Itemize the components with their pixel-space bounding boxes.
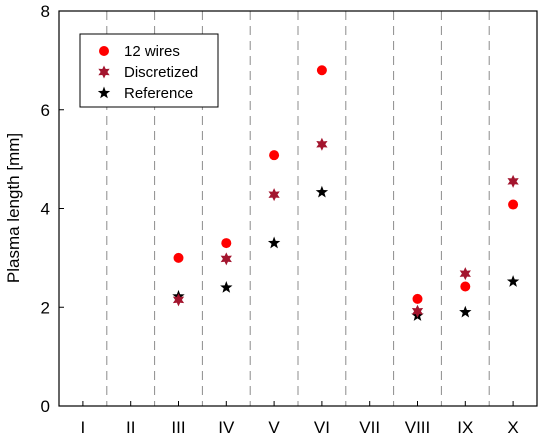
data-point: [268, 188, 280, 202]
legend-marker: [99, 46, 109, 56]
data-point: [508, 199, 519, 210]
legend: 12 wires Discretized Reference: [79, 33, 219, 108]
data-point: [411, 304, 424, 318]
data-point: [267, 236, 281, 249]
data-point: [506, 275, 520, 287]
x-tick-label: VI: [314, 418, 330, 437]
y-tick-label: 8: [41, 2, 50, 21]
x-tick-label: IX: [457, 418, 473, 437]
data-point: [315, 185, 329, 198]
y-axis-label: Plasma length [mm]: [4, 133, 23, 283]
data-point: [460, 281, 471, 292]
data-point: [316, 137, 328, 151]
y-tick-label: 6: [41, 101, 50, 120]
data-point: [412, 293, 423, 304]
x-tick-label: II: [126, 418, 135, 437]
y-tick-label: 4: [41, 200, 50, 219]
x-tick-label: VIII: [405, 418, 431, 437]
data-point: [173, 252, 184, 263]
legend-label: 12 wires: [124, 43, 180, 60]
x-tick-label: III: [171, 418, 185, 437]
x-tick-label: IV: [218, 418, 235, 437]
legend-label: Discretized: [124, 64, 198, 81]
y-tick-label: 2: [41, 298, 50, 317]
data-point: [172, 293, 185, 307]
series-12-wires: [173, 65, 519, 304]
data-point: [220, 252, 232, 266]
x-tick-label: VII: [359, 418, 380, 437]
data-marks: [172, 65, 520, 321]
legend-marker: [97, 86, 111, 99]
data-point: [459, 267, 471, 281]
x-tick-label: V: [268, 418, 280, 437]
series-discretized: [172, 137, 519, 318]
data-point: [507, 174, 519, 188]
legend-marker: [98, 65, 110, 79]
y-tick-label: 0: [41, 397, 50, 416]
data-point: [459, 305, 472, 318]
x-tick-label: X: [507, 418, 518, 437]
data-point: [220, 281, 233, 293]
data-point: [269, 150, 280, 161]
data-point: [316, 65, 327, 76]
x-tick-label: I: [81, 418, 86, 437]
data-point: [221, 238, 232, 249]
legend-label: Reference: [124, 85, 193, 102]
